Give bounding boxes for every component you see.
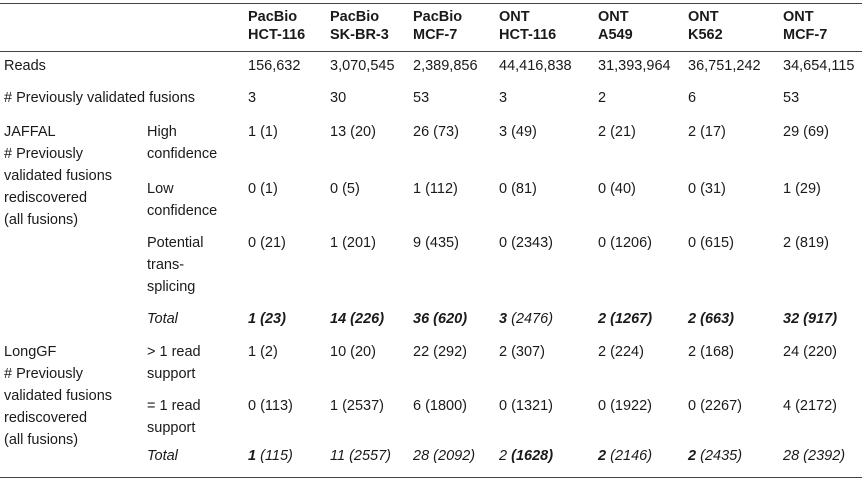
table-cell: 10 (20) — [330, 343, 376, 360]
table-cell: 1 (1) — [248, 123, 278, 140]
table-cell: 28 (2092) — [413, 447, 476, 464]
row-label: Reads — [4, 58, 46, 74]
column-header: ONT MCF-7 — [783, 9, 828, 43]
row-sublabel: Potential trans-splicing — [147, 234, 204, 295]
table-cell: 29 (69) — [783, 123, 829, 140]
row-sublabel: High confidence — [147, 123, 218, 162]
table-cell: 2 (1267) — [598, 310, 653, 327]
table-cell: 24 (220) — [783, 343, 838, 360]
table-cell: 53 — [413, 89, 430, 106]
table-cell: 26 (73) — [413, 123, 459, 140]
table-row-jaffal-high: JAFFAL # Previously validated fusions re… — [0, 118, 862, 228]
table-cell: 0 (40) — [598, 180, 636, 197]
table-cell: 2 — [598, 89, 607, 106]
row-sublabel: = 1 read support — [147, 397, 201, 436]
table-cell: 36 (620) — [413, 310, 468, 327]
table-cell: 1 (201) — [330, 234, 376, 251]
table-row-reads: Reads 156,632 3,070,545 2,389,856 44,416… — [0, 52, 862, 86]
table-cell: 0 (31) — [688, 180, 726, 197]
header-blank — [0, 4, 143, 52]
column-header: PacBio SK-BR-3 — [330, 9, 389, 43]
table-cell: 156,632 — [248, 58, 301, 74]
table-cell: 31,393,964 — [598, 58, 671, 74]
table-row-jaffal-low: Low confidence 0 (1) 0 (5) 1 (112) 0 (81)… — [0, 173, 862, 227]
fusion-results-table: PacBio HCT-116 PacBio SK-BR-3 PacBio MCF-7 … — [0, 3, 862, 478]
table-row-jaffal-total: Total 1 (23) 14 (226) 36 (620) 3 (2476) … — [0, 302, 862, 338]
header-blank-sub — [143, 4, 244, 52]
table-cell: 2 (224) — [598, 343, 644, 360]
table-cell: 1 (2537) — [330, 397, 385, 414]
table-cell: 34,654,115 — [783, 58, 855, 74]
table-cell: 0 (81) — [499, 180, 537, 197]
table-cell: 0 (1) — [248, 180, 278, 197]
table-cell: 13 (20) — [330, 123, 376, 140]
table-cell: 6 (1800) — [413, 397, 468, 414]
table-cell: 9 (435) — [413, 234, 459, 251]
header-row: PacBio HCT-116 PacBio SK-BR-3 PacBio MCF-7 … — [0, 3, 862, 52]
table-cell: 22 (292) — [413, 343, 468, 360]
table-cell: 2 (2435) — [688, 447, 743, 464]
column-header: ONT K562 — [688, 9, 723, 43]
table-cell: 14 (226) — [330, 310, 385, 327]
table-cell: 0 (1321) — [499, 397, 554, 414]
table-cell: 1 (2) — [248, 343, 278, 360]
table-cell: 0 (2343) — [499, 234, 554, 251]
table-cell: 2 (819) — [783, 234, 829, 251]
table-cell: 0 (21) — [248, 234, 286, 251]
table-cell: 3 (2476) — [499, 310, 554, 327]
table-cell: 11 (2557) — [330, 447, 392, 464]
row-sublabel: > 1 read support — [147, 343, 201, 382]
table-row-jaffal-trans-splicing: Potential trans-splicing 0 (21) 1 (201) 9… — [0, 227, 862, 302]
row-sublabel-total: Total — [147, 447, 178, 464]
table-cell: 1 (115) — [248, 447, 293, 464]
table-cell: 2,389,856 — [413, 58, 478, 74]
table-cell: 1 (112) — [413, 180, 458, 197]
table-row-longgf-single-read: = 1 read support 0 (113) 1 (2537) 6 (1800… — [0, 388, 862, 440]
table-cell: 30 — [330, 89, 347, 106]
table-cell: 2 (17) — [688, 123, 726, 140]
row-label: # Previously validated fusions — [4, 89, 196, 106]
table-cell: 0 (5) — [330, 180, 360, 197]
table-cell: 2 (1628) — [499, 447, 554, 464]
table-cell: 4 (2172) — [783, 397, 838, 414]
table-cell: 2 (307) — [499, 343, 545, 360]
table-cell: 0 (113) — [248, 397, 293, 414]
row-sublabel-total: Total — [147, 310, 178, 327]
table-cell: 2 (663) — [688, 310, 734, 327]
table-row-longgf-total: Total 1 (115) 11 (2557) 28 (2092) 2 (162… — [0, 440, 862, 478]
table-cell: 0 (615) — [688, 234, 734, 251]
table-cell: 32 (917) — [783, 310, 838, 327]
column-header: PacBio HCT-116 — [248, 9, 306, 43]
table-cell: 0 (1206) — [598, 234, 653, 251]
longgf-group-label: LongGF # Previously validated fusions re… — [4, 343, 113, 448]
table-cell: 3 — [248, 89, 257, 106]
table-cell: 36,751,242 — [688, 58, 761, 74]
table-cell: 2 (168) — [688, 343, 734, 360]
row-sublabel: Low confidence — [147, 180, 218, 219]
table-cell: 1 (29) — [783, 180, 821, 197]
table-cell: 2 (2146) — [598, 447, 653, 464]
column-header: ONT HCT-116 — [499, 9, 557, 43]
table-cell: 28 (2392) — [783, 447, 846, 464]
table-cell: 3 — [499, 89, 508, 106]
table-row-previously-validated: # Previously validated fusions 3 30 53 3… — [0, 86, 862, 118]
table-cell: 44,416,838 — [499, 58, 572, 74]
table-cell: 53 — [783, 89, 800, 106]
jaffal-group-label: JAFFAL # Previously validated fusions re… — [4, 123, 113, 228]
column-header: ONT A549 — [598, 9, 633, 43]
table-row-longgf-multi-read: LongGF # Previously validated fusions re… — [0, 338, 862, 448]
table-cell: 1 (23) — [248, 310, 286, 327]
table-cell: 6 — [688, 89, 697, 106]
column-header: PacBio MCF-7 — [413, 9, 463, 43]
table-cell: 0 (2267) — [688, 397, 743, 414]
table-cell: 2 (21) — [598, 123, 636, 140]
table-cell: 3 (49) — [499, 123, 537, 140]
table-cell: 0 (1922) — [598, 397, 653, 414]
table-cell: 3,070,545 — [330, 58, 395, 74]
